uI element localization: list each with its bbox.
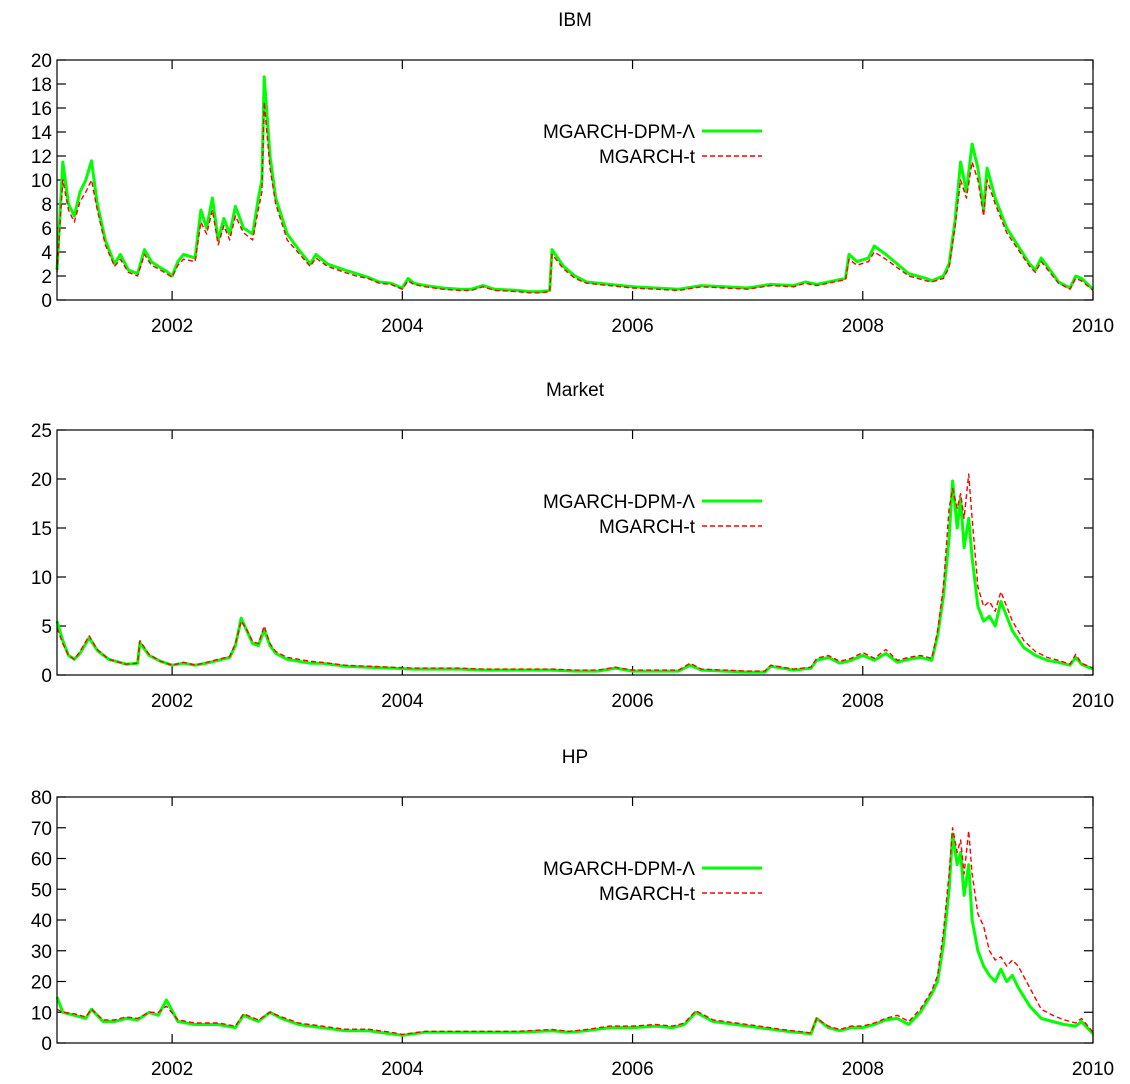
- hp-ytick-label-10: 10: [31, 1003, 52, 1024]
- hp-legend-label-mgarch-dpm: MGARCH-DPM-Λ: [543, 859, 695, 880]
- hp-legend-label-mgarch-t: MGARCH-t: [599, 884, 696, 905]
- hp-ytick-label-0: 0: [41, 1034, 52, 1055]
- ibm-ytick-label-18: 18: [31, 75, 52, 96]
- hp-ytick-label-30: 30: [31, 942, 52, 963]
- ibm-panel: IBM 0 2 4 6 8 10 12 14 16 18 20 2002 2004 2006 2008 2010…: [31, 10, 1114, 337]
- market-xtick-label-2010: 2010: [1072, 691, 1114, 712]
- ibm-series-mgarch-t-line: [56, 101, 1094, 294]
- hp-xtick-label-2002: 2002: [151, 1059, 193, 1080]
- market-ytick-label-5: 5: [41, 617, 52, 638]
- hp-panel: HP 0 10 20 30 40 50 60 70 80 2002 2004 2006 2008 2010 M…: [31, 747, 1114, 1080]
- ibm-legend-label-mgarch-t: MGARCH-t: [599, 147, 696, 168]
- market-xtick-label-2008: 2008: [842, 691, 884, 712]
- ibm-ytick-label-6: 6: [41, 219, 52, 240]
- ibm-plot-frame: [56, 59, 1094, 301]
- hp-xtick-label-2004: 2004: [381, 1059, 424, 1080]
- ibm-title: IBM: [558, 10, 592, 31]
- ibm-ytick-label-2: 2: [41, 267, 52, 288]
- hp-plot-frame: [56, 796, 1094, 1044]
- market-legend-label-mgarch-dpm: MGARCH-DPM-Λ: [543, 492, 695, 513]
- hp-ytick-label-60: 60: [31, 850, 52, 871]
- market-plot-frame: [56, 429, 1094, 676]
- market-legend-label-mgarch-t: MGARCH-t: [599, 517, 696, 538]
- ibm-ytick-label-0: 0: [41, 291, 52, 312]
- ibm-ytick-label-8: 8: [41, 195, 52, 216]
- ibm-ytick-label-12: 12: [31, 147, 52, 168]
- hp-series-mgarch-dpm-line: [55, 832, 1095, 1037]
- market-ytick-label-10: 10: [31, 568, 52, 589]
- hp-ytick-label-70: 70: [31, 819, 52, 840]
- ibm-ytick-label-14: 14: [31, 123, 53, 144]
- hp-xtick-label-2006: 2006: [611, 1059, 653, 1080]
- market-ytick-label-25: 25: [31, 421, 52, 442]
- ibm-ytick-label-20: 20: [31, 51, 52, 72]
- ibm-legend-label-mgarch-dpm: MGARCH-DPM-Λ: [543, 122, 695, 143]
- hp-ytick-label-80: 80: [31, 788, 52, 809]
- hp-series-mgarch-t-line: [56, 827, 1094, 1036]
- market-xtick-label-2002: 2002: [151, 691, 193, 712]
- market-title: Market: [546, 380, 605, 401]
- ibm-xtick-label-2006: 2006: [611, 316, 653, 337]
- hp-ytick-label-20: 20: [31, 973, 52, 994]
- ibm-ytick-label-4: 4: [41, 243, 52, 264]
- ibm-xtick-label-2008: 2008: [842, 316, 884, 337]
- hp-title: HP: [562, 747, 588, 768]
- market-xtick-label-2006: 2006: [611, 691, 653, 712]
- hp-xtick-label-2010: 2010: [1072, 1059, 1114, 1080]
- ibm-xtick-label-2004: 2004: [381, 316, 424, 337]
- ibm-xtick-label-2010: 2010: [1072, 316, 1114, 337]
- market-ytick-label-20: 20: [31, 470, 52, 491]
- market-xtick-label-2004: 2004: [381, 691, 424, 712]
- market-series-mgarch-dpm-line: [55, 479, 1094, 674]
- ibm-ytick-label-16: 16: [31, 99, 52, 120]
- ibm-series-mgarch-dpm-line: [55, 75, 1095, 294]
- hp-ytick-label-40: 40: [31, 911, 52, 932]
- ibm-ytick-label-10: 10: [31, 171, 52, 192]
- ibm-xtick-label-2002: 2002: [151, 316, 193, 337]
- market-ytick-label-0: 0: [41, 666, 52, 687]
- hp-xtick-label-2008: 2008: [842, 1059, 884, 1080]
- market-ytick-label-15: 15: [31, 519, 52, 540]
- hp-ytick-label-50: 50: [31, 880, 52, 901]
- market-panel: Market 0 5 10 15 20 25 2002 2004 2006 2008 2010 MGAR…: [31, 380, 1114, 712]
